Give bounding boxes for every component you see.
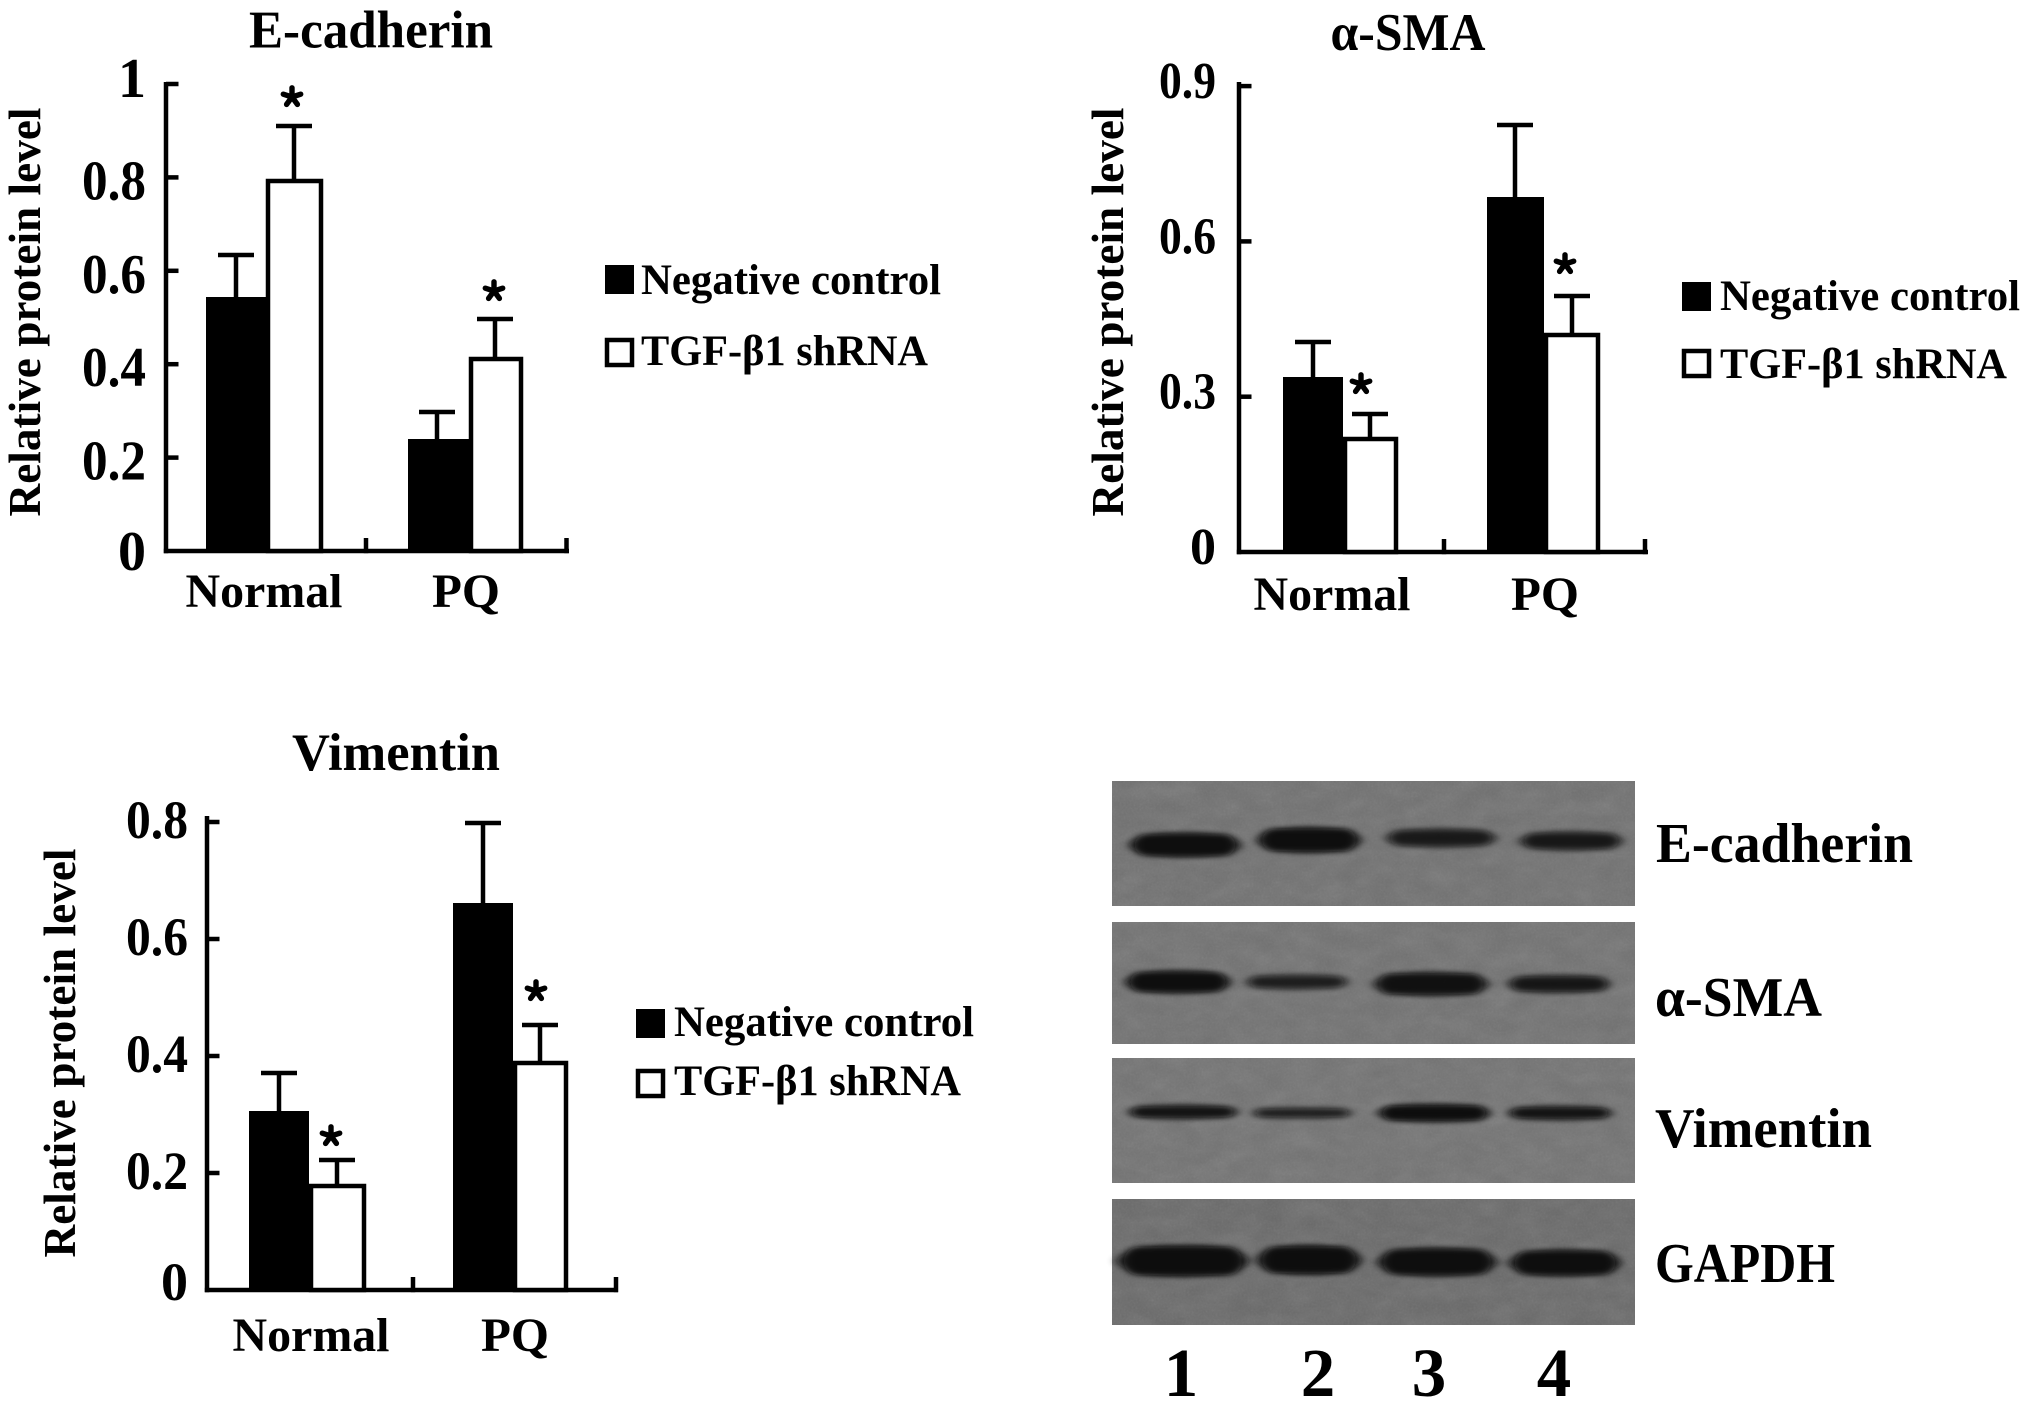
svg-text:0: 0 [118, 521, 146, 583]
svg-text:Normal: Normal [233, 1309, 390, 1362]
svg-text:0.8: 0.8 [82, 150, 146, 212]
svg-text:Negative control: Negative control [1720, 273, 2020, 320]
svg-text:TGF-β1 shRNA: TGF-β1 shRNA [674, 1058, 961, 1105]
svg-text:0.2: 0.2 [126, 1141, 188, 1201]
svg-text:Normal: Normal [186, 565, 343, 618]
svg-text:GAPDH: GAPDH [1655, 1233, 1835, 1295]
svg-text:E-cadherin: E-cadherin [249, 2, 493, 60]
svg-text:α-SMA: α-SMA [1655, 967, 1823, 1029]
svg-text:PQ: PQ [481, 1309, 549, 1362]
svg-text:1: 1 [1164, 1335, 1199, 1403]
svg-text:Negative control: Negative control [674, 999, 974, 1046]
svg-text:PQ: PQ [432, 565, 500, 618]
svg-text:0.6: 0.6 [1159, 208, 1216, 265]
svg-text:0: 0 [1190, 519, 1216, 576]
svg-text:Normal: Normal [1254, 568, 1411, 621]
svg-text:Vimentin: Vimentin [292, 724, 500, 782]
svg-text:0.8: 0.8 [126, 790, 188, 850]
svg-text:TGF-β1 shRNA: TGF-β1 shRNA [641, 328, 928, 375]
svg-text:TGF-β1 shRNA: TGF-β1 shRNA [1720, 341, 2007, 388]
svg-text:0.4: 0.4 [82, 337, 146, 399]
svg-text:Vimentin: Vimentin [1655, 1098, 1872, 1160]
svg-text:0.2: 0.2 [82, 431, 146, 493]
svg-text:0.9: 0.9 [1159, 53, 1216, 110]
svg-text:Relative protein level: Relative protein level [1083, 108, 1133, 517]
svg-text:Negative control: Negative control [641, 257, 941, 304]
svg-text:2: 2 [1301, 1335, 1336, 1403]
svg-text:0.4: 0.4 [126, 1024, 188, 1084]
svg-text:4: 4 [1537, 1335, 1572, 1403]
svg-text:Relative protein level: Relative protein level [35, 849, 85, 1258]
svg-text:1: 1 [118, 48, 146, 110]
svg-text:0.3: 0.3 [1159, 364, 1216, 421]
svg-text:0.6: 0.6 [82, 244, 146, 306]
svg-text:α-SMA: α-SMA [1331, 4, 1486, 62]
svg-text:PQ: PQ [1511, 568, 1579, 621]
svg-text:3: 3 [1412, 1335, 1447, 1403]
svg-text:Relative protein level: Relative protein level [0, 108, 50, 517]
svg-text:0.6: 0.6 [126, 907, 188, 967]
svg-text:E-cadherin: E-cadherin [1656, 813, 1913, 875]
svg-text:0: 0 [161, 1252, 188, 1312]
